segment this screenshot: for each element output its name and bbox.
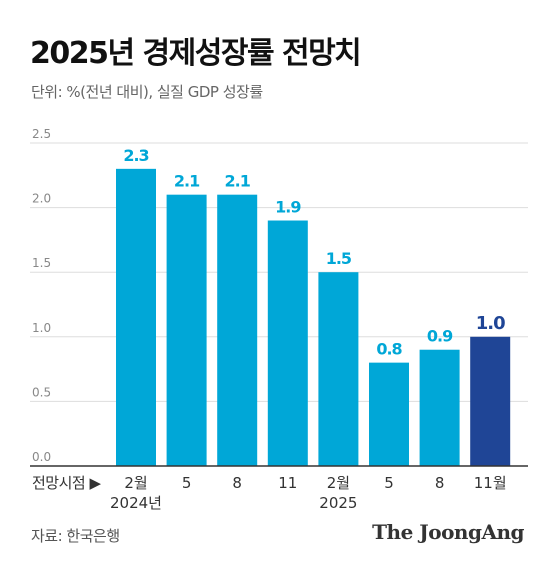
x-axis: 전망시점 ▶ 2월 2024년 5 8 11 2월 2025 5 8 11월 [30,465,528,512]
x-tick-label: 8 [232,474,242,492]
bar [267,220,308,466]
bar [166,194,207,466]
source-note: 자료: 한국은행 [31,527,120,545]
x-axis-prefix-label: 전망시점 ▶ [32,474,101,492]
value-label: 2.1 [174,172,200,191]
bar [116,168,156,466]
x-year-label: 2024년 [110,494,162,512]
value-labels: 2.3 2.1 2.1 1.9 1.5 0.8 0.9 1.0 [123,146,506,359]
value-label: 1.5 [326,249,352,268]
bar [217,194,258,466]
y-tick-label: 1.5 [32,256,51,270]
brand-logo: The JoongAng [372,520,524,544]
bar [369,362,409,466]
bar [419,349,460,466]
y-tick-label: 2.0 [32,192,51,206]
x-tick-label: 5 [182,474,192,492]
value-label: 2.3 [123,146,148,165]
x-tick-label: 2월 [327,474,350,492]
chart-title: 2025년 경제성장률 전망치 [30,36,362,71]
x-year-label: 2025 [319,494,357,512]
x-tick-label: 5 [384,474,394,492]
x-tick-label: 11 [278,474,297,492]
gridlines: 0.0 0.5 1.0 1.5 2.0 2.5 [30,127,528,464]
bar [318,272,359,466]
bars [116,168,511,466]
value-label: 0.9 [427,327,453,346]
y-tick-label: 0.0 [32,450,51,464]
value-label: 0.8 [376,340,402,359]
y-tick-label: 1.0 [32,321,51,335]
bar [470,336,511,466]
x-tick-label: 2월 [124,474,147,492]
chart-subtitle: 단위: %(전년 대비), 실질 GDP 성장률 [31,83,263,101]
x-tick-label: 11월 [474,474,507,492]
value-label: 1.0 [476,313,505,334]
y-tick-label: 2.5 [32,127,51,141]
value-label: 2.1 [225,172,251,191]
x-tick-label: 8 [435,474,445,492]
y-tick-label: 0.5 [32,385,51,399]
value-label: 1.9 [275,198,301,217]
